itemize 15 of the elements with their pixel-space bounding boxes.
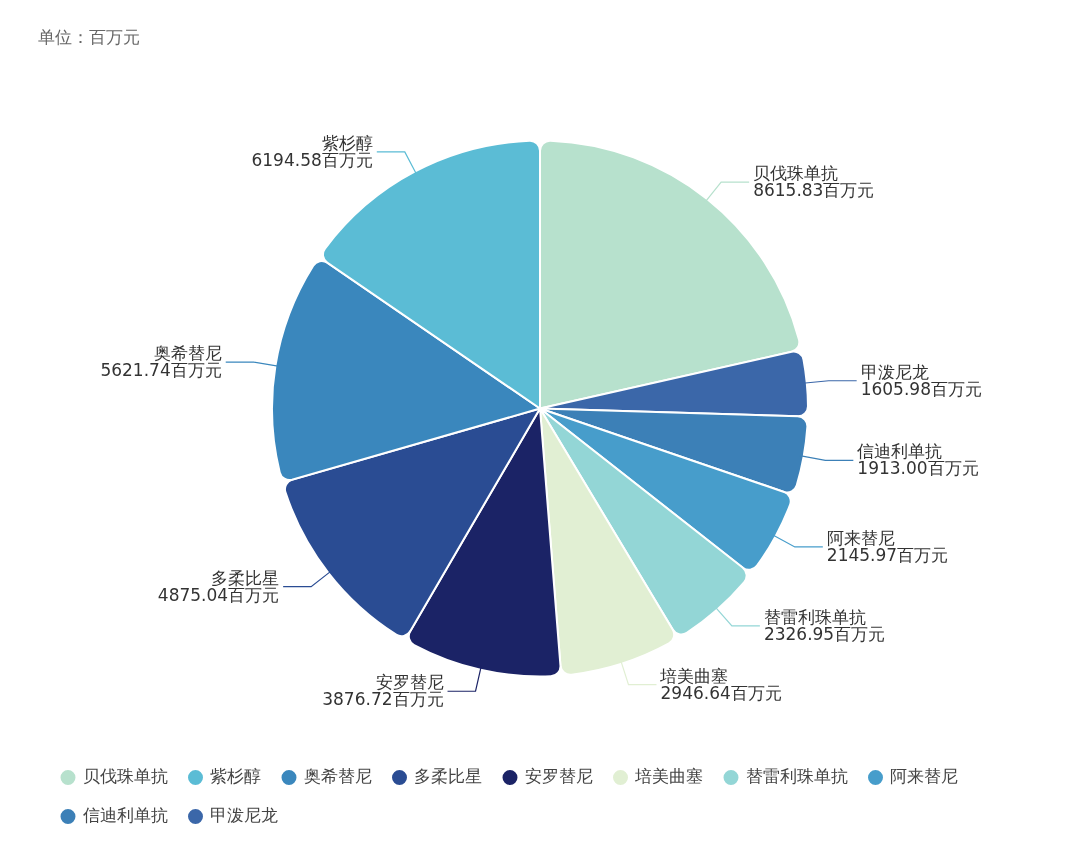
legend-label: 信迪利单抗 (82, 804, 168, 825)
legend-label: 奥希替尼 (303, 765, 372, 786)
slice-label: 培美曲塞 (659, 665, 729, 686)
slice-label: 甲泼尼龙 (860, 361, 929, 382)
legend-label: 多柔比星 (414, 765, 482, 786)
legend-label: 安罗替尼 (524, 765, 593, 786)
legend-label: 阿来替尼 (890, 765, 958, 786)
legend-label: 替雷利珠单抗 (745, 765, 848, 786)
legend-label: 甲泼尼龙 (210, 804, 278, 825)
text: 单位：百万元 (38, 26, 140, 49)
legend-label: 培美曲塞 (634, 765, 703, 786)
slice-label: 多柔比星 (211, 567, 280, 588)
legend-label: 紫杉醇 (210, 765, 261, 786)
legend-label: 贝伐珠单抗 (82, 765, 168, 786)
slice-label: 信迪利单抗 (857, 441, 943, 462)
